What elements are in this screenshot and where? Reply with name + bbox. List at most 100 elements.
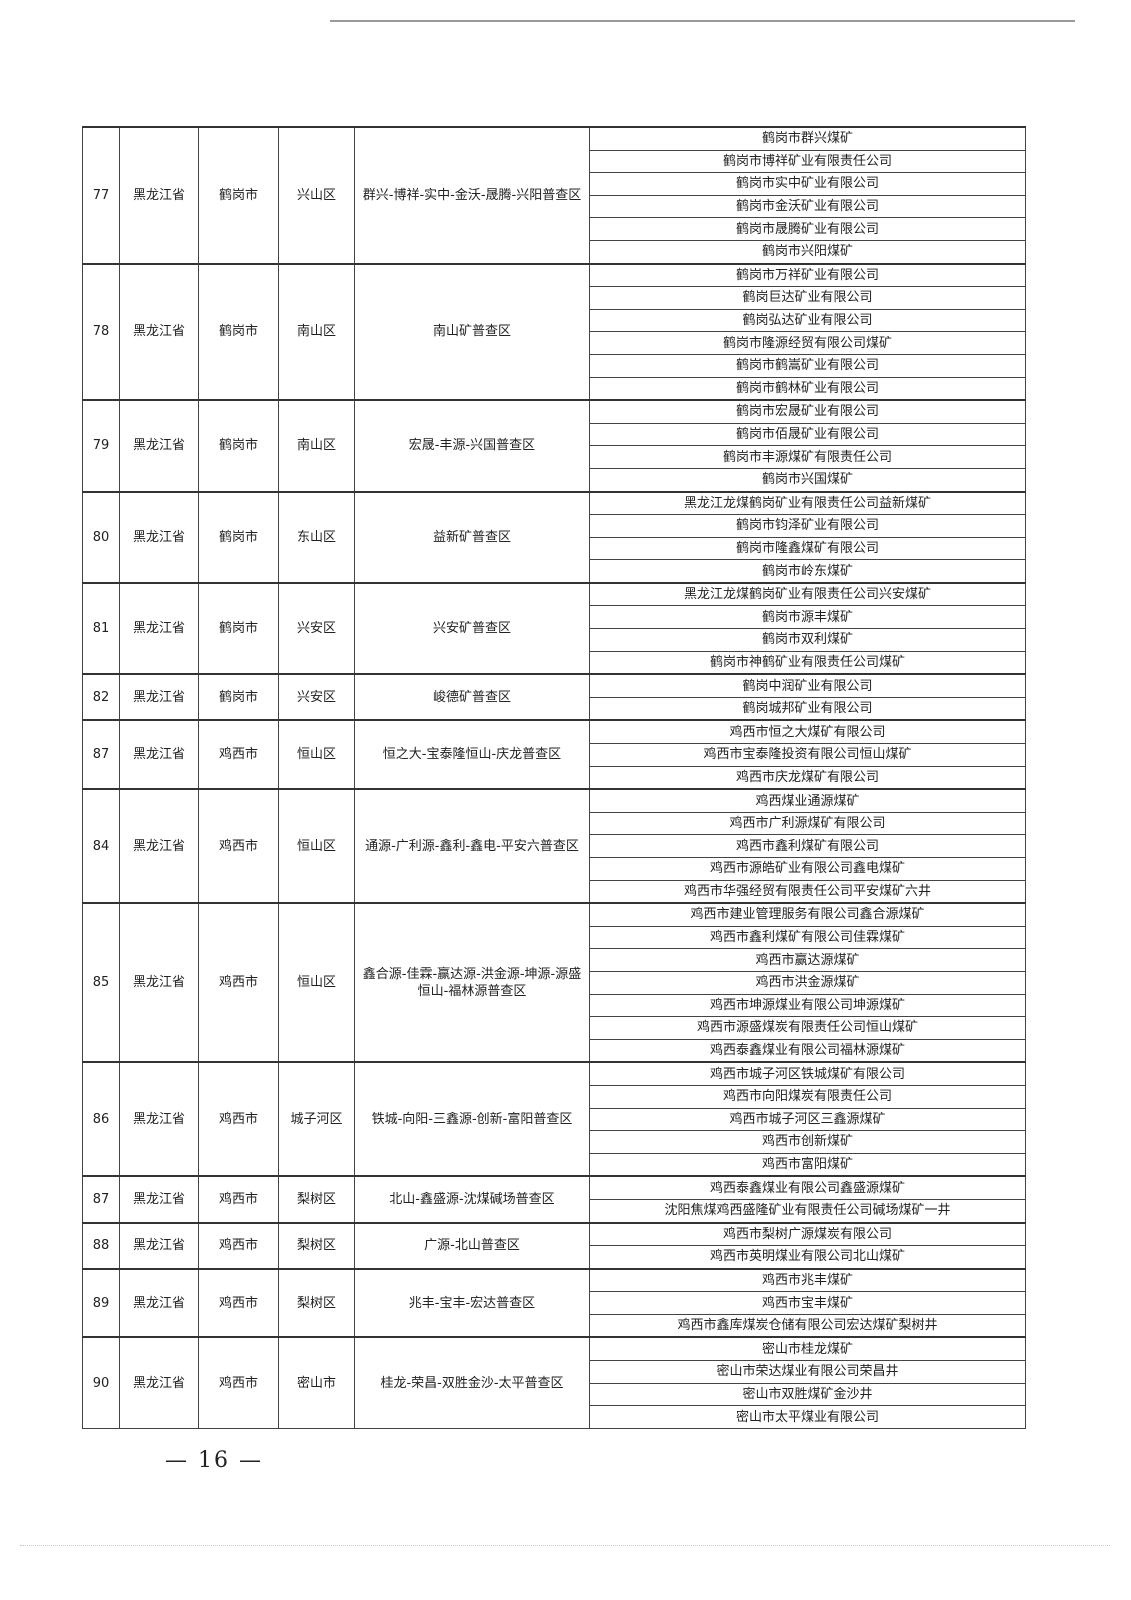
row-number: 87 [82,1175,120,1224]
row-number: 87 [82,719,120,790]
mine-name-cell: 鹤岗市万祥矿业有限公司 [589,262,1026,288]
mine-name-cell: 鸡西市建业管理服务有限公司鑫合源煤矿 [589,902,1026,927]
mine-name-cell: 鹤岗市晟腾矿业有限公司 [589,217,1026,241]
mine-name-cell: 鸡西市向阳煤炭有限责任公司 [589,1084,1026,1109]
table-row: 79 黑龙江省 鹤岗市 南山区 宏晟-丰源-兴国普查区 鹤岗市宏晟矿业有限公司 [82,399,1026,493]
mine-name-cell: 鸡西市兆丰煤矿 [589,1267,1026,1293]
table-row: 84 黑龙江省 鸡西市 恒山区 通源-广利源-鑫利-鑫电-平安六普查区 鸡西煤业通源煤矿 [82,788,1026,904]
table-row: 鹤岗市岭东煤矿 [83,559,1026,584]
row-number: 90 [82,1336,120,1429]
table-row: 密山市双胜煤矿金沙井 [83,1382,1026,1407]
row-number: 82 [82,673,120,721]
mine-name-cell: 鸡西市赢达源煤矿 [589,948,1026,972]
mine-name-cell: 鹤岗市源丰煤矿 [589,605,1026,630]
row-number: 84 [82,788,120,904]
mine-name-cell: 密山市双胜煤矿金沙井 [589,1382,1026,1407]
mine-name-cell: 鸡西市庆龙煤矿有限公司 [589,765,1026,790]
row-number: 88 [82,1221,120,1270]
mine-name-cell: 鹤岗巨达矿业有限公司 [589,286,1026,310]
table-row: 鹤岗市双利煤矿 [83,628,1026,652]
table-row: 鹤岗市佰晟矿业有限公司 [83,422,1026,447]
mine-name-cell: 鹤岗市神鹤矿业有限责任公司煤矿 [589,650,1026,675]
table-row: 鹤岗市鹤林矿业有限公司 [83,376,1026,401]
survey-area-cell: 群兴-博祥-实中-金沃-晟腾-兴阳普查区 [354,126,590,265]
mine-name-cell: 鹤岗市实中矿业有限公司 [589,172,1026,196]
district-cell: 南山区 [278,399,355,493]
row-number: 79 [82,399,120,493]
table-row: 密山市荣达煤业有限公司荣昌井 [83,1360,1026,1384]
survey-area-cell: 恒之大-宝泰隆恒山-庆龙普查区 [354,719,590,790]
table-row: 密山市太平煤业有限公司 [83,1405,1026,1429]
mine-name-cell: 鸡西市鑫利煤矿有限公司佳霖煤矿 [589,925,1026,950]
survey-area-cell: 桂龙-荣昌-双胜金沙-太平普查区 [354,1336,590,1429]
row-number: 81 [82,581,120,675]
table-row: 82 黑龙江省 鹤岗市 兴安区 峻德矿普查区 鹤岗中润矿业有限公司 [82,673,1026,721]
mine-name-cell: 鸡西市鑫库煤炭仓储有限公司宏达煤矿梨树井 [589,1313,1026,1338]
mine-name-cell: 鸡西市源皓矿业有限公司鑫电煤矿 [589,857,1026,881]
mine-name-cell: 密山市桂龙煤矿 [589,1336,1026,1362]
mine-name-cell: 鸡西市源盛煤炭有限责任公司恒山煤矿 [589,1016,1026,1040]
mine-name-cell: 鸡西市坤源煤业有限公司坤源煤矿 [589,993,1026,1018]
province-cell: 黑龙江省 [119,1061,199,1177]
mine-name-cell: 鸡西市广利源煤矿有限公司 [589,811,1026,836]
mine-name-cell: 鹤岗市隆源经贸有限公司煤矿 [589,331,1026,355]
table-row: 鸡西市创新煤矿 [83,1130,1026,1154]
table-row: 78 黑龙江省 鹤岗市 南山区 南山矿普查区 鹤岗市万祥矿业有限公司 [82,262,1026,401]
survey-area-cell: 兴安矿普查区 [354,581,590,675]
mine-name-cell: 鹤岗市隆鑫煤矿有限公司 [589,536,1026,561]
city-cell: 鹤岗市 [198,399,279,493]
footer-rule [20,1545,1110,1546]
mine-name-cell: 沈阳焦煤鸡西盛隆矿业有限责任公司碱场煤矿一井 [589,1198,1026,1224]
mine-name-cell: 鸡西泰鑫煤业有限公司福林源煤矿 [589,1038,1026,1063]
table-row: 鸡西泰鑫煤业有限公司福林源煤矿 [83,1038,1026,1063]
mine-name-cell: 鹤岗市丰源煤矿有限责任公司 [589,445,1026,469]
mine-survey-table: 77 黑龙江省 鹤岗市 兴山区 群兴-博祥-实中-金沃-晟腾-兴阳普查区 鹤岗市群兴煤矿鹤… [82,125,1026,1429]
row-number: 78 [82,262,120,401]
province-cell: 黑龙江省 [119,126,199,265]
province-cell: 黑龙江省 [119,399,199,493]
city-cell: 鹤岗市 [198,126,279,265]
survey-area-cell: 铁城-向阳-三鑫源-创新-富阳普查区 [354,1061,590,1177]
mine-name-cell: 鹤岗市岭东煤矿 [589,559,1026,584]
mine-name-cell: 鸡西市宝泰隆投资有限公司恒山煤矿 [589,743,1026,767]
district-cell: 恒山区 [278,719,355,790]
table-row: 77 黑龙江省 鹤岗市 兴山区 群兴-博祥-实中-金沃-晟腾-兴阳普查区 鹤岗市群兴煤矿 [82,125,1026,265]
table-row: 鹤岗市兴阳煤矿 [83,239,1026,265]
mine-name-cell: 鸡西市鑫利煤矿有限公司 [589,834,1026,858]
mine-name-cell: 鹤岗市双利煤矿 [589,628,1026,652]
mine-name-cell: 鹤岗市兴阳煤矿 [589,239,1026,265]
district-cell: 梨树区 [278,1267,355,1338]
table-row: 鸡西市庆龙煤矿有限公司 [83,765,1026,790]
district-cell: 东山区 [278,490,355,584]
mine-name-cell: 鸡西市华强经贸有限责任公司平安煤矿六井 [589,879,1026,904]
district-cell: 梨树区 [278,1175,355,1224]
mine-name-cell: 鹤岗市群兴煤矿 [589,125,1026,151]
table-row: 鸡西市宝丰煤矿 [83,1291,1026,1315]
survey-area-cell: 兆丰-宝丰-宏达普查区 [354,1267,590,1338]
district-cell: 密山市 [278,1336,355,1429]
survey-area-cell: 益新矿普查区 [354,490,590,584]
district-cell: 恒山区 [278,788,355,904]
city-cell: 鹤岗市 [198,262,279,401]
mine-name-cell: 鸡西市城子河区三鑫源煤矿 [589,1107,1026,1132]
survey-area-cell: 南山矿普查区 [354,262,590,401]
mine-name-cell: 鹤岗市兴国煤矿 [589,467,1026,493]
city-cell: 鸡西市 [198,1061,279,1177]
mine-name-cell: 黑龙江龙煤鹤岗矿业有限责任公司兴安煤矿 [589,581,1026,607]
city-cell: 鸡西市 [198,902,279,1063]
mine-name-cell: 鸡西泰鑫煤业有限公司鑫盛源煤矿 [589,1175,1026,1200]
table-row: 90 黑龙江省 鸡西市 密山市 桂龙-荣昌-双胜金沙-太平普查区 密山市桂龙煤矿 [82,1336,1026,1429]
city-cell: 鹤岗市 [198,673,279,721]
table-row: 87 黑龙江省 鸡西市 梨树区 北山-鑫盛源-沈煤碱场普查区 鸡西泰鑫煤业有限公司鑫盛源煤… [82,1175,1026,1224]
city-cell: 鸡西市 [198,1336,279,1429]
page-number: — 16 — [165,1448,263,1473]
table-row: 鹤岗市源丰煤矿 [83,605,1026,630]
mine-name-cell: 鸡西市梨树广源煤炭有限公司 [589,1221,1026,1247]
city-cell: 鸡西市 [198,788,279,904]
mine-name-cell: 鸡西市宝丰煤矿 [589,1291,1026,1315]
mine-name-cell: 鹤岗市金沃矿业有限公司 [589,194,1026,219]
mine-name-cell: 鹤岗市鹤嵩矿业有限公司 [589,353,1026,378]
mine-name-cell: 密山市太平煤业有限公司 [589,1405,1026,1429]
province-cell: 黑龙江省 [119,1221,199,1270]
district-cell: 南山区 [278,262,355,401]
